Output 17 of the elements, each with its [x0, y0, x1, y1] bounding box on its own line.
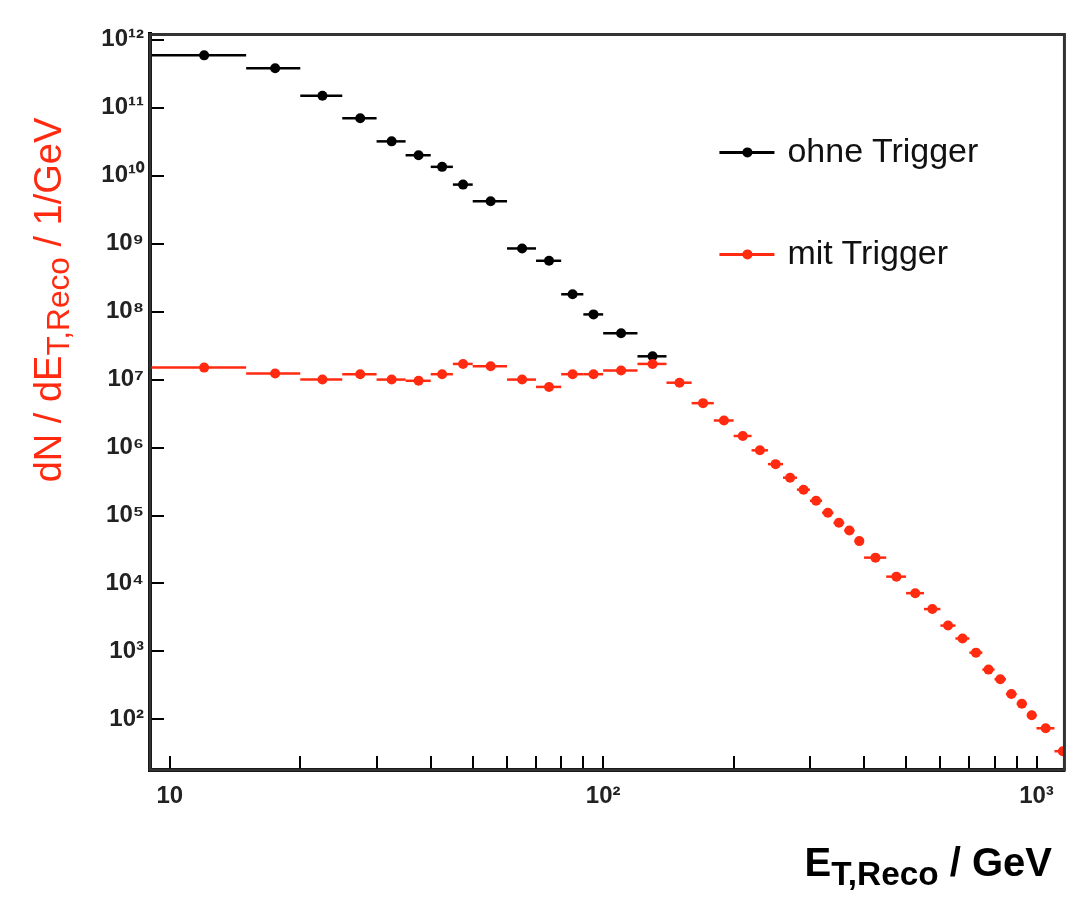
y-tick-label: 10⁷: [107, 364, 144, 392]
y-tick-label: 10¹²: [101, 24, 144, 52]
y-tick-label: 10⁶: [106, 432, 144, 460]
y-tick-label: 10³: [109, 636, 145, 664]
x-tick-label: 10: [156, 781, 184, 809]
x-tick-label: 10²: [585, 781, 621, 809]
x-axis-title: E$_{T,Reco}$ / GeV: [804, 840, 1052, 893]
y-tick-label: 10¹¹: [101, 92, 144, 120]
y-tick-label: 10¹⁰: [101, 160, 145, 188]
y-tick-label: 10⁵: [106, 500, 144, 528]
y-tick-label: 10⁸: [105, 296, 144, 324]
y-tick-label: 10²: [109, 704, 145, 732]
legend-label: mit Trigger: [787, 232, 949, 271]
y-tick-label: 10⁴: [105, 568, 144, 596]
y-tick-label: 10⁹: [105, 228, 144, 256]
legend-label: ohne Trigger: [787, 130, 979, 169]
x-tick-label: 10³: [1019, 781, 1054, 809]
